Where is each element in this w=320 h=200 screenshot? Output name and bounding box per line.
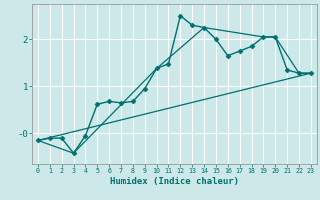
X-axis label: Humidex (Indice chaleur): Humidex (Indice chaleur) xyxy=(110,177,239,186)
